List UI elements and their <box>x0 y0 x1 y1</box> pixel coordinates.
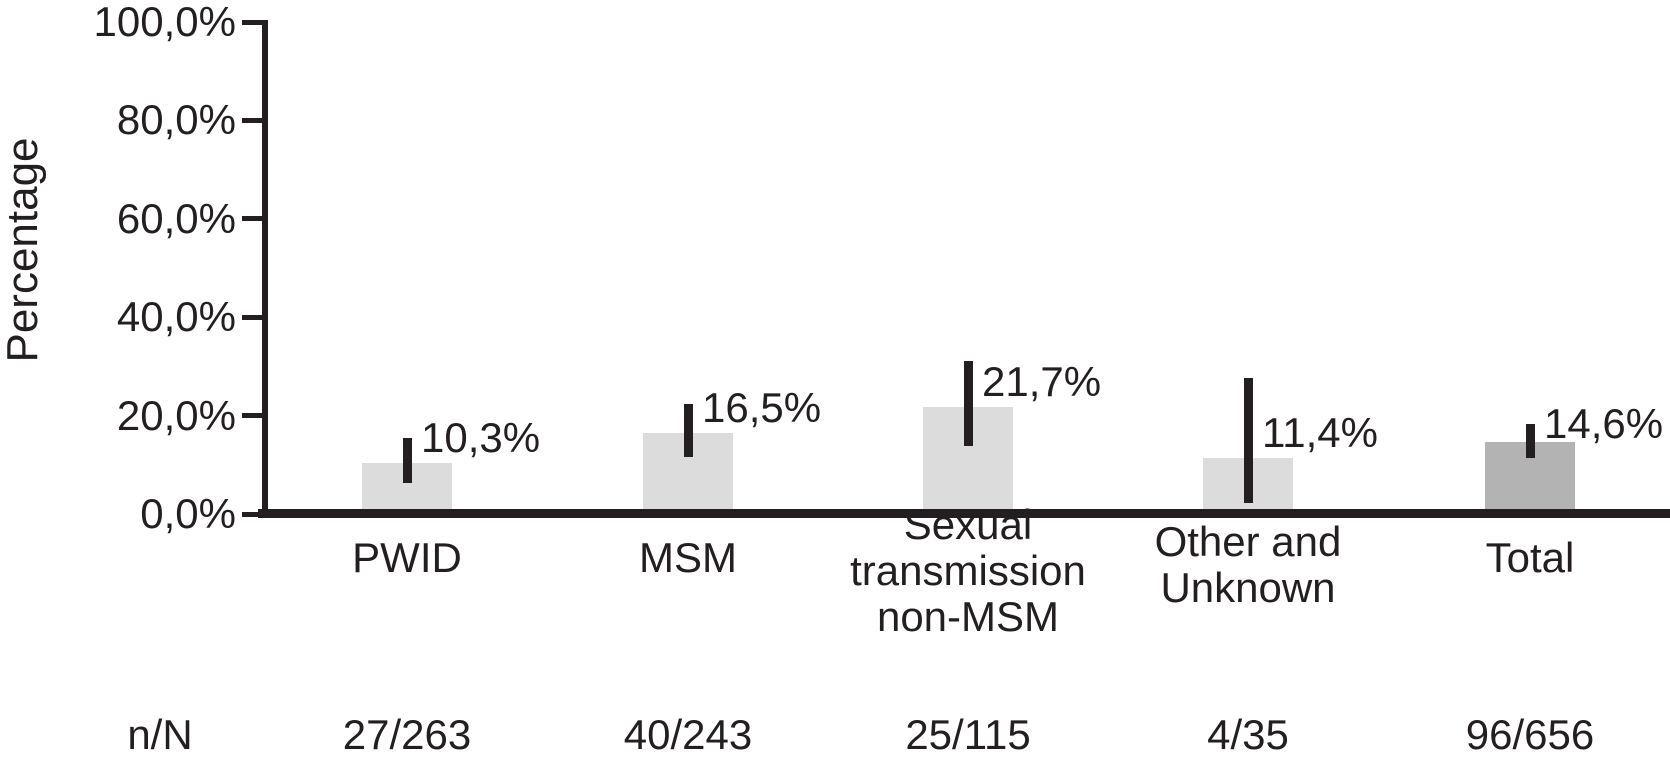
n-over-N-value: 4/35 <box>1207 711 1289 758</box>
n-over-N-value: 25/115 <box>905 711 1031 758</box>
category-label: Sexual transmission non-MSM <box>850 501 1086 640</box>
bar-value-label: 21,7% <box>982 358 1102 406</box>
category-label: Other and Unknown <box>1154 517 1342 611</box>
error-bar <box>683 403 693 457</box>
y-tick-mark <box>242 413 262 419</box>
bar-value-label: 16,5% <box>702 383 822 431</box>
error-bar <box>1525 423 1535 458</box>
bar-value-label: 14,6% <box>1544 399 1664 447</box>
y-tick-mark <box>242 216 262 222</box>
n-over-N-row-label: n/N <box>127 711 193 758</box>
n-over-N-value: 96/656 <box>1465 711 1595 758</box>
y-tick-label: 60,0% <box>116 194 236 242</box>
error-bar <box>963 360 973 447</box>
y-tick-mark <box>242 117 262 123</box>
y-tick-label: 20,0% <box>116 391 236 439</box>
y-tick-label: 0,0% <box>140 490 236 537</box>
category-label: MSM <box>639 534 737 581</box>
y-tick-label: 100,0% <box>93 0 236 45</box>
category-label: PWID <box>352 534 462 581</box>
x-axis-line <box>258 509 1670 518</box>
category-label: Total <box>1485 534 1575 581</box>
y-tick-mark <box>242 511 262 517</box>
y-tick-mark <box>242 314 262 320</box>
y-tick-mark <box>242 19 262 25</box>
n-over-N-value: 27/263 <box>342 711 472 758</box>
error-bar <box>1243 378 1253 504</box>
bar-value-label: 10,3% <box>421 414 541 462</box>
y-axis-title: Percentage <box>0 137 47 363</box>
bar-value-label: 11,4% <box>1262 408 1378 456</box>
y-tick-label: 40,0% <box>116 293 236 341</box>
n-over-N-value: 40/243 <box>623 711 753 758</box>
y-axis-line <box>262 20 268 518</box>
error-bar <box>402 438 412 483</box>
y-tick-label: 80,0% <box>116 96 236 144</box>
